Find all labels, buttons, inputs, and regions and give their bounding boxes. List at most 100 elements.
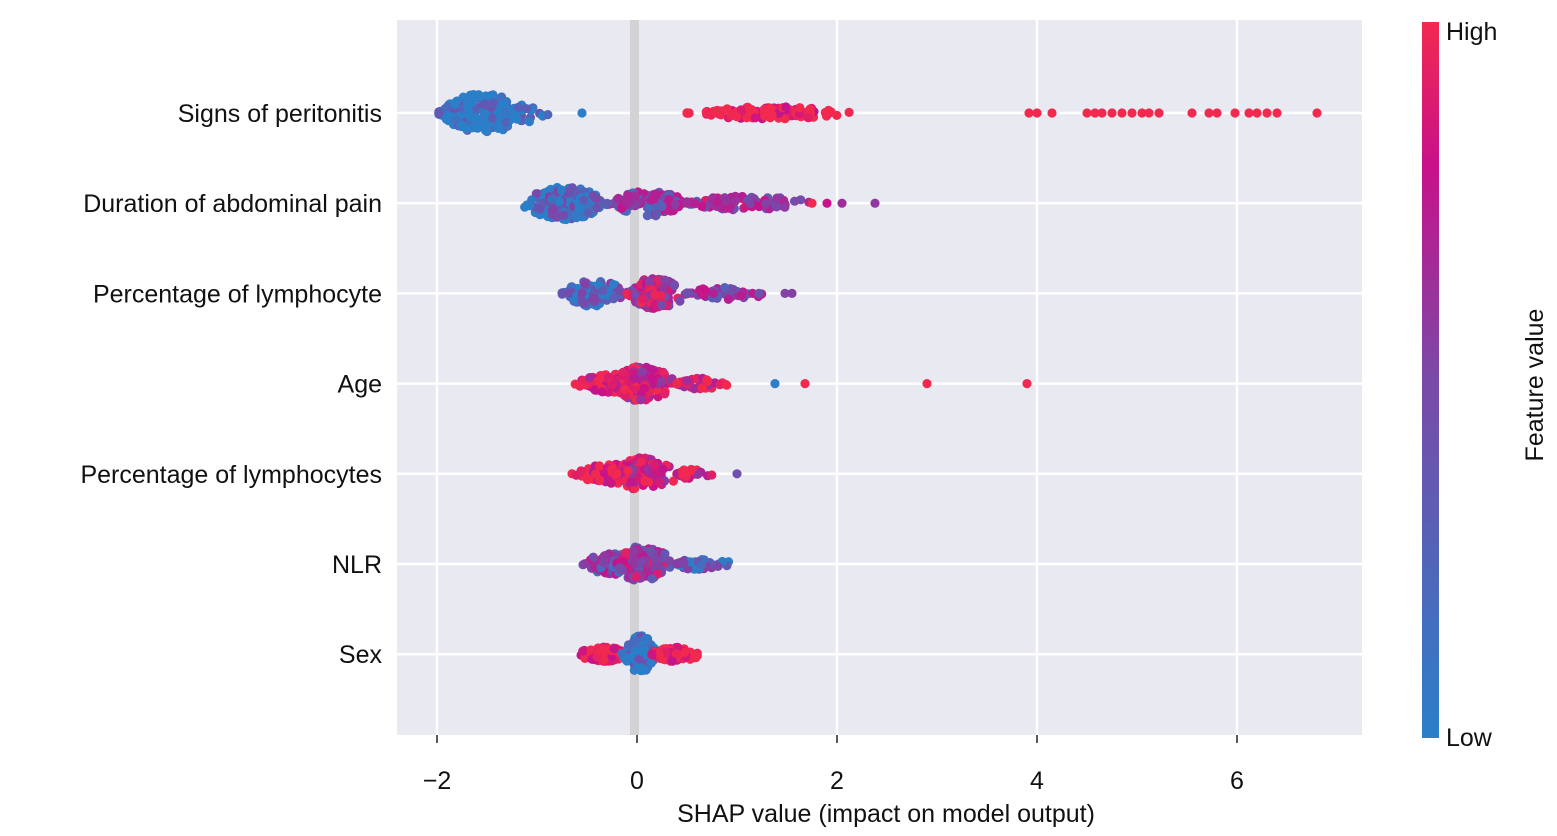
shap-point <box>584 208 594 218</box>
shap-point <box>618 367 628 377</box>
shap-point <box>725 203 735 213</box>
shap-point <box>745 198 755 209</box>
feature-label: Sex <box>339 641 383 669</box>
shap-point <box>456 120 466 130</box>
shap-point <box>493 108 503 118</box>
shap-point <box>1244 108 1254 118</box>
shap-point <box>1252 108 1262 118</box>
shap-point <box>1047 108 1057 118</box>
shap-point <box>621 391 631 401</box>
shap-point <box>646 546 656 556</box>
shap-point <box>547 194 557 204</box>
shap-point <box>697 201 707 211</box>
x-axis-title: SHAP value (impact on model output) <box>677 800 1095 828</box>
shap-point <box>707 470 717 480</box>
shap-point <box>640 665 650 675</box>
shap-point <box>1107 108 1117 118</box>
shap-point <box>650 189 660 199</box>
shap-point <box>487 113 497 123</box>
shap-point <box>690 653 700 663</box>
shap-point <box>597 387 607 397</box>
shap-point <box>682 198 692 208</box>
shap-point <box>684 108 694 118</box>
shap-point <box>636 457 646 467</box>
shap-point <box>844 107 854 117</box>
shap-point <box>722 104 732 114</box>
shap-point <box>500 107 510 117</box>
shap-point <box>837 198 847 208</box>
shap-point <box>608 294 619 304</box>
shap-point <box>598 646 608 657</box>
shap-point <box>660 275 670 285</box>
x-tick-label: 6 <box>1230 767 1244 795</box>
shap-point <box>637 294 648 304</box>
shap-point <box>608 279 618 290</box>
shap-point <box>580 559 590 569</box>
feature-label: Percentage of lymphocyte <box>93 280 382 308</box>
shap-point <box>697 383 707 393</box>
shap-point <box>621 548 631 558</box>
shap-point <box>623 466 633 476</box>
feature-label: Duration of abdominal pain <box>83 190 382 218</box>
shap-point <box>648 365 658 375</box>
shap-point <box>481 126 492 136</box>
feature-label: Percentage of lymphocytes <box>80 461 382 489</box>
shap-point <box>693 469 703 479</box>
shap-point <box>656 376 667 386</box>
shap-point <box>1117 108 1127 118</box>
colorbar-title: Feature value <box>1521 309 1549 462</box>
shap-point <box>722 380 732 390</box>
shap-point <box>630 290 641 300</box>
shap-point <box>675 296 685 306</box>
x-tick-label: −2 <box>423 767 452 795</box>
shap-point <box>631 636 641 646</box>
shap-point <box>1154 108 1164 118</box>
shap-point <box>577 288 587 298</box>
feature-label: Age <box>338 371 382 399</box>
shap-point <box>759 104 769 115</box>
shap-point <box>715 380 725 390</box>
shap-point <box>480 109 490 119</box>
shap-point <box>558 210 569 220</box>
shap-point <box>700 285 710 295</box>
shap-point <box>636 395 646 405</box>
shap-point <box>679 558 689 568</box>
shap-point <box>628 545 639 556</box>
shap-point <box>493 123 503 133</box>
shap-point <box>730 196 740 206</box>
shap-point <box>623 191 633 201</box>
shap-point <box>660 389 670 399</box>
shap-point <box>770 379 780 389</box>
shap-point <box>732 112 742 122</box>
shap-point <box>489 98 499 108</box>
shap-point <box>661 648 671 658</box>
shap-point <box>620 384 630 394</box>
shap-point <box>682 288 692 298</box>
shap-point <box>690 199 700 209</box>
shap-point <box>535 204 545 214</box>
shap-point <box>682 376 692 386</box>
shap-point <box>922 379 932 389</box>
shap-point <box>1137 108 1147 118</box>
shap-point <box>1230 108 1240 118</box>
x-tick-label: 0 <box>630 767 644 795</box>
shap-point <box>761 198 771 209</box>
shap-point <box>630 191 640 201</box>
plot-background <box>397 20 1362 735</box>
shap-point <box>1272 108 1282 118</box>
shap-point <box>870 198 880 208</box>
shap-point <box>579 195 589 205</box>
shap-point <box>629 373 639 383</box>
shap-point <box>800 379 810 389</box>
shap-point <box>623 640 634 650</box>
shap-point <box>748 288 758 298</box>
shap-point <box>1097 108 1107 118</box>
shap-point <box>654 477 664 487</box>
shap-point <box>713 197 723 207</box>
shap-point <box>832 110 842 120</box>
shap-point <box>524 117 535 127</box>
shap-point <box>787 288 797 298</box>
feature-label: Signs of peritonitis <box>178 100 382 128</box>
shap-point <box>732 469 742 479</box>
